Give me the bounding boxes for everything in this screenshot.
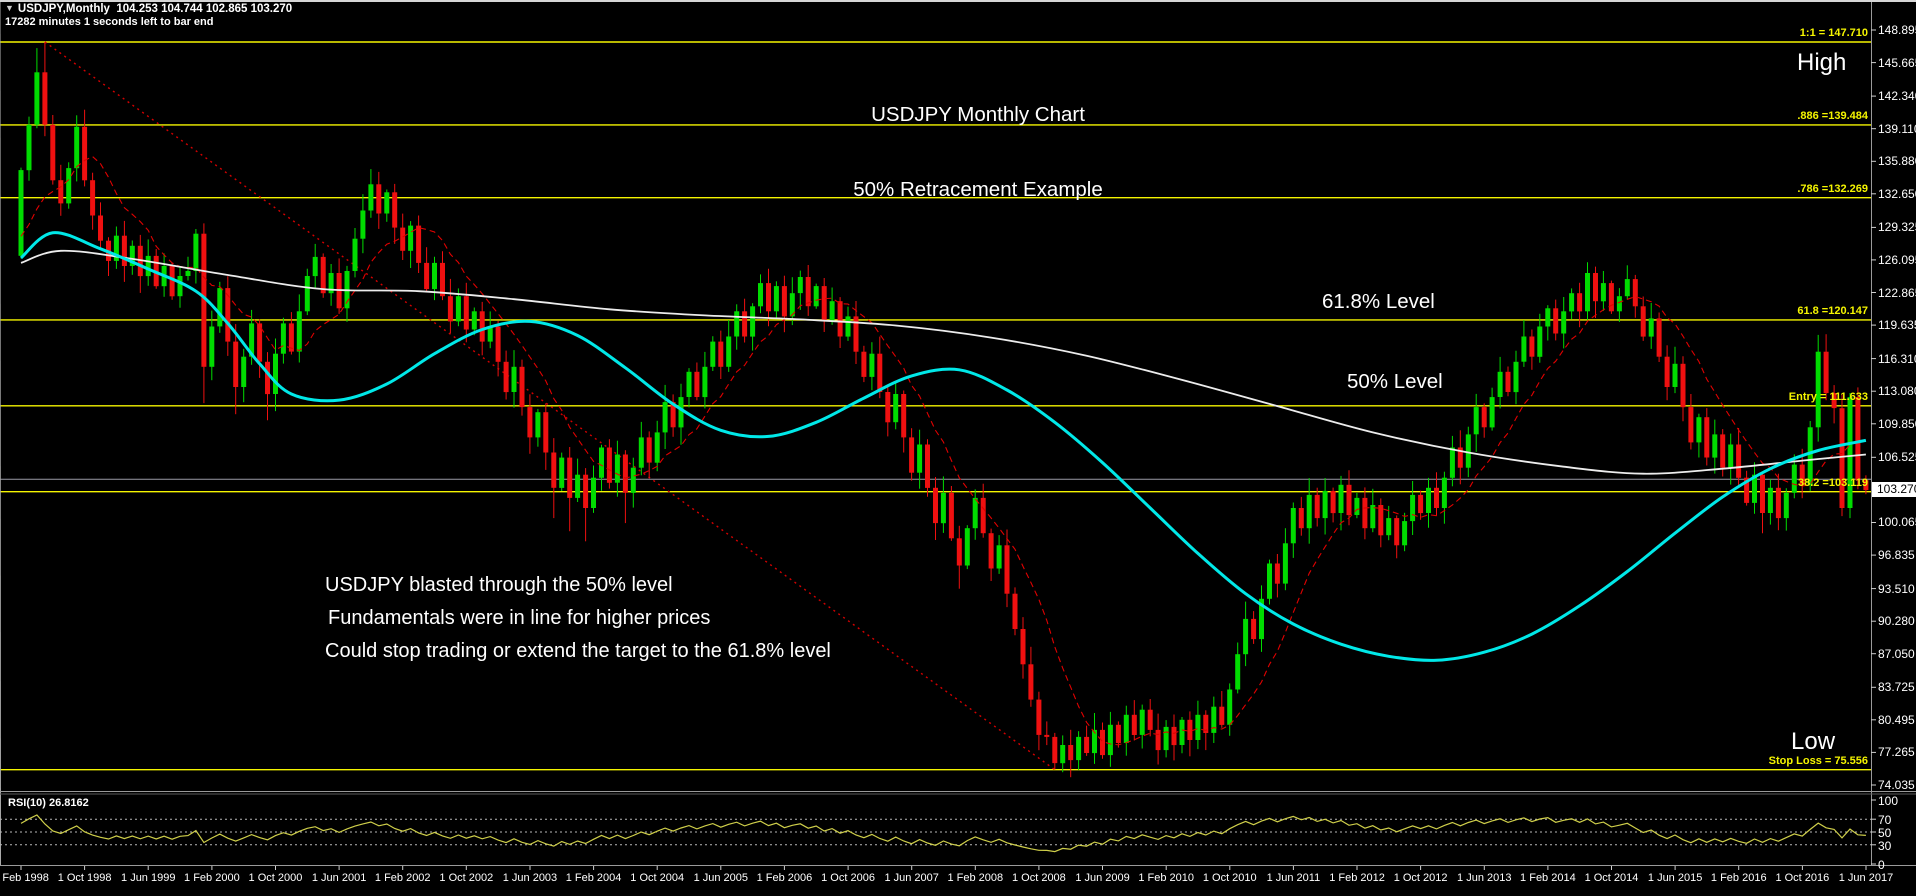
date-label: 1 Feb 2010 [1138, 872, 1194, 884]
fib-level-label: .886 =139.484 [1797, 109, 1868, 122]
price-tick-label: 87.050 [1878, 646, 1915, 661]
date-label: 1 Jun 2015 [1647, 872, 1703, 884]
chart-title-line1: USDJPY Monthly Chart [871, 103, 1085, 126]
date-label: 1 Oct 2016 [1775, 872, 1830, 884]
price-tick-label: 74.035 [1878, 778, 1915, 792]
price-tick-label: 129.325 [1878, 220, 1916, 235]
date-label: 1 Feb 2008 [947, 872, 1004, 884]
date-label: 1 Feb 2004 [565, 872, 622, 884]
fib-level-label: .786 =132.269 [1797, 182, 1868, 195]
level-618-annotation: 61.8% Level [1322, 290, 1435, 313]
price-tick-label: 132.650 [1878, 186, 1916, 201]
note-line2: Fundamentals were in line for higher pri… [328, 607, 711, 629]
note-line3: Could stop trading or extend the target … [325, 640, 831, 662]
rsi-scale-label: 0 [1878, 858, 1885, 872]
window-top-border [0, 0, 1916, 2]
date-label: 1 Feb 1998 [2, 872, 49, 884]
price-tick-label: 96.835 [1878, 548, 1915, 563]
date-label: 1 Oct 2006 [821, 872, 875, 884]
date-label: 1 Feb 2016 [1710, 872, 1767, 884]
fib-level-label: 38.2 =103.119 [1797, 476, 1868, 489]
price-tick-label: 116.310 [1878, 351, 1916, 366]
date-label: 1 Oct 2012 [1393, 872, 1448, 884]
date-label: 1 Feb 2006 [756, 872, 813, 884]
fib-level-label: Entry = 111.633 [1788, 390, 1868, 403]
date-label: 1 Jun 2011 [1266, 872, 1321, 884]
note-line1: USDJPY blasted through the 50% level [325, 574, 673, 596]
fibonacci-lines [0, 41, 1871, 771]
date-label: 1 Oct 2010 [1202, 872, 1257, 884]
chart-title-line2: 50% Retracement Example [853, 178, 1103, 201]
level-50-annotation: 50% Level [1347, 370, 1443, 393]
date-label: 1 Jun 2003 [502, 872, 558, 884]
date-label: 1 Jun 2007 [884, 872, 939, 884]
current-price-tag: 103.270 [1872, 482, 1916, 497]
rsi-scale-label: 70 [1878, 813, 1892, 828]
price-tick-label: 109.850 [1878, 416, 1916, 431]
pane-separators [0, 1, 1916, 867]
price-tick-label: 100.065 [1878, 515, 1916, 530]
price-tick-label: 119.635 [1878, 318, 1916, 333]
rsi-scale-label: 100 [1878, 794, 1899, 808]
price-tick-label: 142.340 [1878, 89, 1916, 104]
ma-fast-dashed-line [20, 155, 1866, 746]
rsi-scale-label: 30 [1878, 838, 1892, 853]
fib-level-label: Stop Loss = 75.556 [1768, 754, 1868, 767]
date-label: 1 Jun 2005 [693, 872, 749, 884]
price-tick-label: 90.280 [1878, 614, 1915, 629]
date-label: 1 Jun 2017 [1838, 872, 1894, 884]
chart-annotation-title: USDJPY Monthly Chart 50% Retracement Exa… [853, 52, 1103, 252]
fib-level-label: 61.8 =120.147 [1797, 304, 1868, 317]
price-tick-label: 145.665 [1878, 55, 1916, 70]
rsi-scale-label: 50 [1878, 826, 1892, 840]
symbol-dropdown-icon[interactable]: ▼ [5, 3, 14, 13]
date-label: 1 Oct 2014 [1584, 872, 1639, 884]
date-label: 1 Oct 2000 [248, 872, 303, 884]
symbol-ohlc-info: ▼ USDJPY,Monthly 104.253 104.744 102.865 … [5, 3, 292, 16]
date-label: 1 Oct 1998 [57, 872, 112, 884]
price-tick-label: 139.110 [1878, 121, 1916, 136]
ma-medium-cyan-line [19, 231, 1867, 662]
date-label: 1 Jun 2013 [1457, 872, 1512, 884]
low-annotation: Low [1791, 728, 1836, 755]
price-tick-label: 93.510 [1878, 581, 1915, 596]
price-tick-label: 122.865 [1878, 285, 1916, 300]
high-annotation: High [1797, 49, 1847, 76]
ma-slow-white-line [20, 249, 1866, 475]
date-label: 1 Jun 2009 [1075, 872, 1130, 884]
price-tick-label: 80.495 [1878, 712, 1915, 727]
price-tick-label: 135.880 [1878, 154, 1916, 169]
price-tick-label: 126.095 [1878, 252, 1916, 267]
date-label: 1 Jun 1999 [121, 872, 176, 884]
rsi-line [20, 814, 1866, 853]
price-tick-label: 77.265 [1878, 745, 1915, 760]
price-tick-label: 83.725 [1878, 680, 1915, 695]
date-label: 1 Feb 2012 [1329, 872, 1385, 884]
date-label: 1 Feb 2000 [184, 872, 240, 884]
candlestick-series [18, 42, 1869, 778]
date-label: 1 Oct 2004 [630, 872, 685, 884]
date-label: 1 Feb 2014 [1520, 872, 1576, 884]
date-label: 1 Feb 2002 [374, 872, 431, 884]
symbol-ohlc-text: USDJPY,Monthly 104.253 104.744 102.865 1… [17, 3, 293, 15]
price-tick-label: 148.895 [1878, 23, 1916, 37]
bar-countdown: 17282 minutes 1 seconds left to bar end [5, 16, 214, 28]
date-label: 1 Oct 2008 [1011, 872, 1066, 884]
rsi-level-lines [0, 818, 1871, 846]
price-tick-label: 106.525 [1878, 450, 1916, 465]
fib-level-label: 1:1 = 147.710 [1799, 26, 1868, 39]
axis-tick-marks [20, 29, 1876, 870]
rsi-indicator-label: RSI(10) 26.8162 [8, 797, 89, 809]
date-label: 1 Oct 2002 [439, 872, 494, 884]
price-tick-label: 113.080 [1878, 384, 1916, 399]
date-label: 1 Jun 2001 [311, 872, 367, 884]
